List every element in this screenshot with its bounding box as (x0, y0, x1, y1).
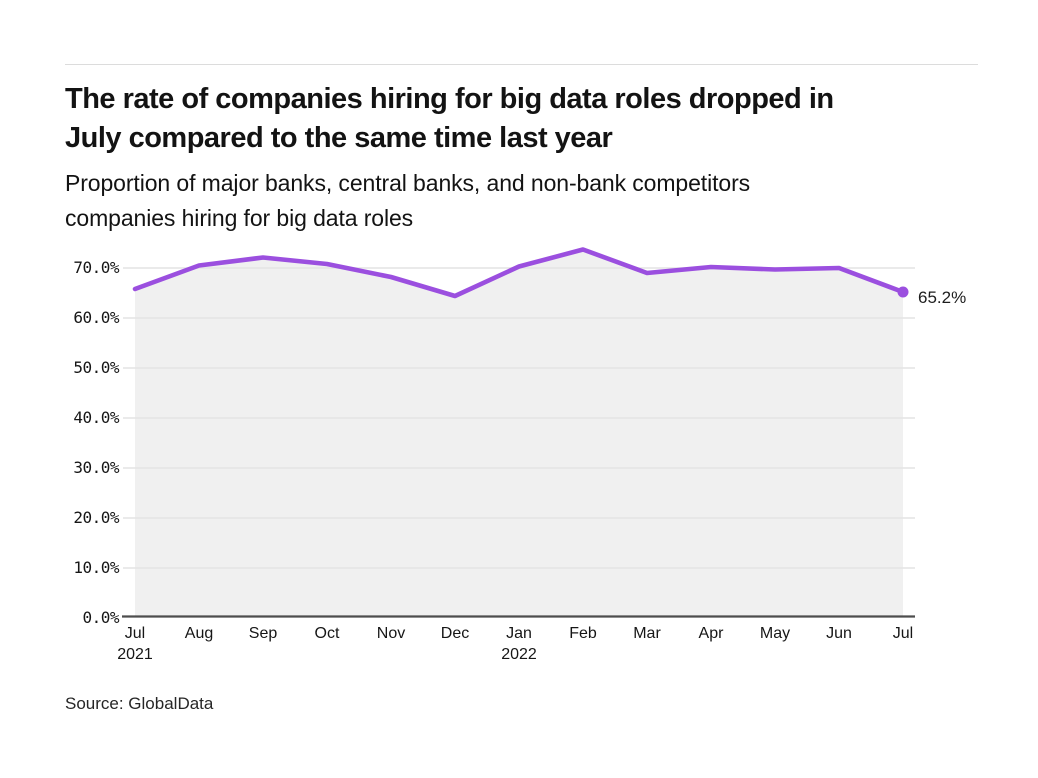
x-axis-tick-label: Sep (248, 625, 278, 642)
y-axis-tick-label: 70.0% (73, 258, 119, 277)
chart-subtitle-line-2: companies hiring for big data roles (65, 205, 414, 231)
x-axis-tick-label: Jun (826, 625, 852, 642)
x-axis-tick-label: Dec (440, 625, 470, 642)
x-axis-tick-label: Apr (698, 625, 724, 642)
top-divider (65, 64, 978, 65)
x-axis-tick-label: Oct (314, 625, 340, 642)
x-axis-tick-label: Feb (569, 625, 597, 642)
chart-title-line-2: July compared to the same time last year (65, 122, 613, 154)
source-note: Source: GlobalData (65, 694, 214, 713)
y-axis-tick-label: 20.0% (73, 508, 119, 527)
y-axis-tick-label: 30.0% (73, 458, 119, 477)
x-axis-tick-label: Jul (892, 625, 914, 642)
end-point-marker (897, 286, 909, 298)
trend-line (132, 247, 906, 299)
chart-title: The rate of companies hiring for big dat… (65, 80, 1005, 158)
chart-subtitle-line-1: Proportion of major banks, central banks… (65, 170, 751, 196)
y-axis-tick-label: 60.0% (73, 308, 119, 327)
x-axis-tick-label: Aug (184, 625, 214, 642)
x-axis-tick-label: May (759, 625, 791, 642)
area-fill (135, 249, 903, 617)
x-axis-year-label: 2022 (501, 646, 537, 663)
y-axis-tick-label: 0.0% (82, 608, 119, 627)
chart-title-line-1: The rate of companies hiring for big dat… (65, 83, 834, 115)
x-axis-year-label: 2021 (117, 646, 153, 663)
x-axis-tick-label: Jan (506, 625, 532, 642)
x-axis-tick-label: Jul (124, 625, 146, 642)
y-axis-tick-label: 40.0% (73, 408, 119, 427)
y-axis-tick-label: 50.0% (73, 358, 119, 377)
x-axis-tick-label: Nov (376, 625, 406, 642)
last-value-label: 65.2% (918, 288, 967, 307)
chart-subtitle: Proportion of major banks, central banks… (65, 166, 985, 236)
y-axis-tick-label: 10.0% (73, 558, 119, 577)
x-axis-tick-label: Mar (633, 625, 661, 642)
